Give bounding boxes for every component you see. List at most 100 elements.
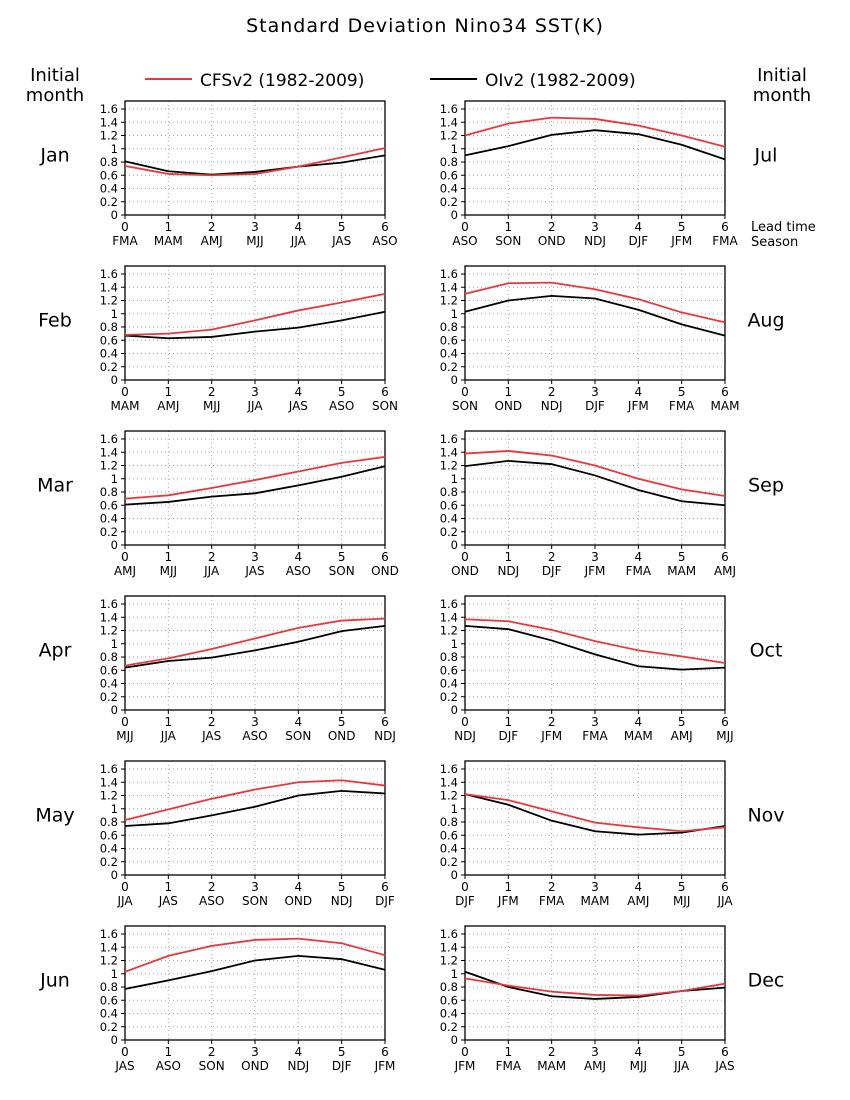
x-season-label: SON [372, 399, 398, 413]
x-season-label: SON [495, 234, 521, 248]
x-lead-label: 6 [721, 550, 729, 564]
x-season-label: DJF [542, 564, 562, 578]
x-lead-label: 3 [251, 385, 259, 399]
x-season-label: JFM [374, 1059, 396, 1073]
y-tick-label: 1 [111, 307, 118, 321]
y-tick-label: 0.8 [440, 980, 458, 994]
y-tick-label: 0.6 [440, 993, 458, 1007]
x-season-label: MAM [154, 234, 183, 248]
x-lead-label: 6 [381, 880, 389, 894]
panel-mar: 00.20.40.60.811.21.41.60AMJ1MJJ2JJA3JAS4… [37, 430, 399, 578]
x-season-label: AMJ [157, 399, 179, 413]
y-tick-label: 0.4 [100, 1007, 118, 1021]
month-label: Dec [748, 970, 785, 992]
x-season-label: OND [371, 564, 399, 578]
x-lead-label: 1 [165, 1045, 173, 1059]
y-tick-label: 0.2 [440, 855, 458, 869]
y-tick-label: 1.4 [100, 940, 118, 954]
y-tick-label: 0.6 [440, 333, 458, 347]
panel-jan: 00.20.40.60.811.21.41.60FMA1MAM2AMJ3MJJ4… [39, 100, 398, 248]
y-tick-label: 1.4 [440, 445, 458, 459]
x-lead-label: 1 [505, 715, 513, 729]
x-season-label: DJF [332, 1059, 352, 1073]
y-tick-label: 1.4 [440, 115, 458, 129]
x-season-label: MAM [624, 729, 653, 743]
x-lead-label: 5 [338, 385, 346, 399]
y-tick-label: 0.8 [100, 980, 118, 994]
x-lead-label: 5 [678, 550, 686, 564]
y-tick-label: 0 [111, 703, 118, 717]
x-lead-label: 6 [721, 880, 729, 894]
x-season-label: ASO [156, 1059, 181, 1073]
x-season-label: JAS [288, 399, 308, 413]
y-tick-label: 0.8 [440, 485, 458, 499]
x-lead-label: 6 [381, 385, 389, 399]
series-line-oiv2 [124, 954, 386, 990]
y-tick-label: 1.4 [100, 115, 118, 129]
x-season-label: MJJ [116, 729, 133, 743]
x-season-label: AMJ [714, 564, 736, 578]
x-lead-label: 3 [591, 1045, 599, 1059]
y-tick-label: 1 [451, 472, 458, 486]
panel-oct: 00.20.40.60.811.21.41.60NDJ1DJF2JFM3FMA4… [440, 595, 783, 743]
x-season-label: ASO [286, 564, 311, 578]
x-lead-label: 5 [338, 1045, 346, 1059]
series-line-cfsv2 [464, 450, 726, 497]
x-season-label: OND [538, 234, 566, 248]
x-lead-label: 5 [678, 1045, 686, 1059]
series-line-oiv2 [124, 624, 386, 669]
month-label: Jun [39, 970, 70, 992]
series-line-cfsv2 [124, 147, 386, 177]
y-tick-label: 1.6 [440, 762, 458, 776]
x-season-label: MAM [537, 1059, 566, 1073]
series-line-cfsv2 [124, 617, 386, 667]
y-tick-label: 0.2 [100, 360, 118, 374]
x-lead-label: 3 [251, 880, 259, 894]
y-tick-label: 0.8 [100, 155, 118, 169]
x-lead-label: 3 [591, 220, 599, 234]
lead-time-label: Lead time [751, 220, 816, 235]
panel-apr: 00.20.40.60.811.21.41.60MJJ1JJA2JAS3ASO4… [39, 595, 396, 743]
y-tick-label: 0 [451, 373, 458, 387]
y-tick-label: 1.6 [100, 762, 118, 776]
x-lead-label: 3 [251, 1045, 259, 1059]
x-season-label: MAM [581, 894, 610, 908]
y-tick-label: 0.6 [440, 828, 458, 842]
x-season-label: NDJ [454, 729, 476, 743]
y-tick-label: 0.8 [100, 650, 118, 664]
x-lead-label: 1 [165, 385, 173, 399]
legend-label-oi: OIv2 (1982-2009) [485, 71, 636, 91]
y-tick-label: 1.4 [440, 775, 458, 789]
x-lead-label: 4 [635, 550, 643, 564]
x-season-label: JAS [201, 729, 221, 743]
y-tick-label: 0.6 [100, 333, 118, 347]
series-line-oiv2 [464, 793, 726, 836]
y-tick-label: 1 [111, 802, 118, 816]
y-tick-label: 1.6 [100, 432, 118, 446]
series-line-cfsv2 [464, 793, 726, 833]
x-season-label: OND [328, 729, 356, 743]
y-tick-label: 1.4 [100, 775, 118, 789]
x-season-label: NDJ [287, 1059, 309, 1073]
y-tick-label: 1.6 [100, 102, 118, 116]
panels-group: 00.20.40.60.811.21.41.60FMA1MAM2AMJ3MJJ4… [35, 100, 785, 1073]
x-lead-label: 4 [635, 385, 643, 399]
x-lead-label: 0 [461, 385, 469, 399]
y-tick-label: 1.2 [100, 624, 118, 638]
x-season-label: MAM [111, 399, 140, 413]
month-label: Oct [750, 640, 783, 662]
x-season-label: MJJ [203, 399, 220, 413]
y-tick-label: 1.2 [100, 789, 118, 803]
x-lead-label: 4 [635, 220, 643, 234]
month-label: Aug [747, 310, 784, 332]
x-lead-label: 2 [208, 385, 216, 399]
x-lead-label: 3 [251, 220, 259, 234]
x-season-label: MJJ [630, 1059, 647, 1073]
series-line-oiv2 [464, 129, 726, 161]
x-lead-label: 5 [678, 880, 686, 894]
x-lead-label: 2 [548, 1045, 556, 1059]
x-lead-label: 1 [165, 880, 173, 894]
y-tick-label: 0.8 [440, 815, 458, 829]
y-tick-label: 1 [451, 637, 458, 651]
x-lead-label: 6 [381, 715, 389, 729]
